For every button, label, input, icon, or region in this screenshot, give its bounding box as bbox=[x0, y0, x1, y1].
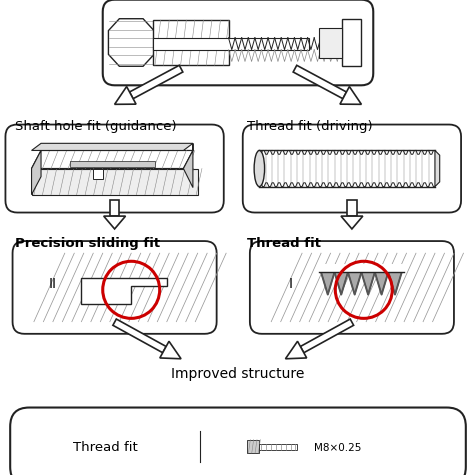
Text: Thread fit: Thread fit bbox=[73, 440, 138, 453]
Polygon shape bbox=[388, 273, 402, 295]
Text: Shaft hole fit (guidance): Shaft hole fit (guidance) bbox=[15, 120, 177, 133]
FancyBboxPatch shape bbox=[103, 0, 373, 86]
FancyBboxPatch shape bbox=[243, 125, 461, 213]
Bar bbox=[259, 444, 298, 450]
Polygon shape bbox=[104, 217, 126, 229]
Text: Thread fit: Thread fit bbox=[248, 236, 321, 249]
Bar bbox=[319, 264, 404, 273]
Text: M8×0.25: M8×0.25 bbox=[314, 442, 361, 452]
Text: I: I bbox=[288, 276, 292, 290]
Bar bbox=[31, 169, 198, 195]
Text: Thread fit (driving): Thread fit (driving) bbox=[248, 120, 373, 133]
Polygon shape bbox=[286, 342, 307, 359]
Polygon shape bbox=[375, 273, 388, 295]
Polygon shape bbox=[435, 151, 440, 187]
Polygon shape bbox=[93, 170, 103, 179]
Polygon shape bbox=[341, 217, 363, 229]
Polygon shape bbox=[348, 273, 361, 295]
Polygon shape bbox=[335, 273, 348, 295]
Bar bbox=[69, 162, 155, 168]
Bar bbox=[342, 20, 361, 67]
Polygon shape bbox=[347, 201, 357, 217]
Polygon shape bbox=[300, 319, 354, 353]
Polygon shape bbox=[160, 342, 181, 359]
FancyBboxPatch shape bbox=[5, 125, 224, 213]
Polygon shape bbox=[81, 278, 167, 305]
Polygon shape bbox=[31, 151, 41, 195]
Bar bbox=[153, 39, 309, 50]
Text: II: II bbox=[49, 276, 57, 290]
Polygon shape bbox=[31, 144, 193, 151]
Polygon shape bbox=[110, 201, 119, 217]
Polygon shape bbox=[109, 20, 154, 67]
FancyBboxPatch shape bbox=[12, 241, 217, 334]
Polygon shape bbox=[321, 273, 335, 295]
Polygon shape bbox=[129, 66, 183, 99]
Polygon shape bbox=[31, 151, 193, 169]
FancyBboxPatch shape bbox=[10, 407, 466, 476]
Polygon shape bbox=[293, 66, 347, 99]
Polygon shape bbox=[113, 319, 166, 353]
Ellipse shape bbox=[254, 151, 265, 187]
Polygon shape bbox=[361, 273, 375, 295]
Text: Precision sliding fit: Precision sliding fit bbox=[15, 236, 160, 249]
FancyBboxPatch shape bbox=[250, 241, 454, 334]
Text: Improved structure: Improved structure bbox=[171, 366, 305, 380]
Bar bbox=[153, 21, 228, 66]
Polygon shape bbox=[340, 88, 361, 105]
Polygon shape bbox=[115, 88, 136, 105]
Bar bbox=[248, 440, 259, 454]
Polygon shape bbox=[183, 144, 193, 188]
Bar bbox=[319, 29, 342, 59]
